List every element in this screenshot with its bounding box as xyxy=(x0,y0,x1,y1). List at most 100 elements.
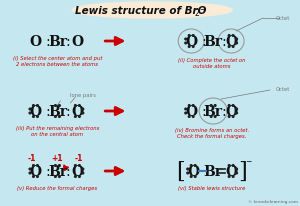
Text: -1: -1 xyxy=(74,154,82,163)
Text: O: O xyxy=(225,164,237,178)
Circle shape xyxy=(188,46,190,48)
Text: O: O xyxy=(71,35,83,49)
Circle shape xyxy=(190,165,192,166)
Circle shape xyxy=(55,116,56,118)
Text: :: : xyxy=(45,104,50,118)
Circle shape xyxy=(187,168,188,170)
Circle shape xyxy=(82,109,84,110)
Circle shape xyxy=(58,176,60,178)
Circle shape xyxy=(194,165,196,166)
Circle shape xyxy=(190,176,192,178)
Circle shape xyxy=(214,105,216,107)
Circle shape xyxy=(187,172,188,174)
Text: −: − xyxy=(199,5,206,14)
Text: O: O xyxy=(29,35,41,49)
Circle shape xyxy=(74,165,76,166)
Text: O: O xyxy=(187,164,199,178)
Text: −: − xyxy=(245,157,251,166)
Circle shape xyxy=(232,165,234,166)
Text: ]: ] xyxy=(238,160,247,182)
Circle shape xyxy=(58,116,60,118)
Circle shape xyxy=(228,165,230,166)
Circle shape xyxy=(82,168,84,170)
Circle shape xyxy=(37,165,38,166)
Text: Br: Br xyxy=(204,35,223,49)
Text: +1: +1 xyxy=(52,154,63,163)
Text: Br: Br xyxy=(48,35,67,49)
Circle shape xyxy=(79,176,80,178)
Circle shape xyxy=(192,46,194,48)
Text: :: : xyxy=(202,35,206,49)
Text: Octet: Octet xyxy=(276,87,290,92)
Circle shape xyxy=(232,105,234,107)
Circle shape xyxy=(192,116,194,118)
Circle shape xyxy=(82,172,84,174)
Circle shape xyxy=(29,109,31,110)
Circle shape xyxy=(29,113,31,114)
Text: :: : xyxy=(45,35,50,49)
Text: Octet: Octet xyxy=(276,15,290,20)
Text: (ii) Complete the octet on
outside atoms: (ii) Complete the octet on outside atoms xyxy=(178,58,246,68)
Circle shape xyxy=(188,116,190,118)
Text: O: O xyxy=(71,164,83,178)
Circle shape xyxy=(55,105,56,107)
Text: Br: Br xyxy=(204,104,223,118)
Circle shape xyxy=(33,165,34,166)
Text: (v) Reduce the formal charges: (v) Reduce the formal charges xyxy=(17,185,98,190)
Circle shape xyxy=(185,43,187,45)
Text: (i) Select the center atom and put
2 electrons between the atoms: (i) Select the center atom and put 2 ele… xyxy=(13,56,102,67)
Text: O: O xyxy=(185,35,197,49)
Text: :: : xyxy=(45,164,50,178)
Text: 2: 2 xyxy=(195,9,200,18)
Text: O: O xyxy=(29,104,41,118)
Text: (iv) Bromine forms an octet.
Check the formal charges.: (iv) Bromine forms an octet. Check the f… xyxy=(175,127,249,138)
Text: :: : xyxy=(222,35,226,49)
Text: :: : xyxy=(202,104,206,118)
Text: [: [ xyxy=(176,160,184,182)
Circle shape xyxy=(228,46,230,48)
Circle shape xyxy=(185,39,187,41)
Text: O: O xyxy=(225,104,237,118)
Circle shape xyxy=(210,116,212,118)
Circle shape xyxy=(37,105,38,107)
Text: O: O xyxy=(29,164,41,178)
Circle shape xyxy=(185,113,187,114)
Text: (vi) Stable lewis structure: (vi) Stable lewis structure xyxy=(178,185,246,190)
Circle shape xyxy=(33,116,34,118)
Circle shape xyxy=(188,105,190,107)
Text: :: : xyxy=(65,35,70,49)
Circle shape xyxy=(236,168,238,170)
Circle shape xyxy=(58,165,60,166)
Circle shape xyxy=(79,105,80,107)
Circle shape xyxy=(74,176,76,178)
Circle shape xyxy=(232,176,234,178)
Circle shape xyxy=(236,43,238,45)
Text: O: O xyxy=(225,35,237,49)
Text: Br: Br xyxy=(204,164,223,178)
Circle shape xyxy=(37,116,38,118)
Text: Lewis structure of BrO: Lewis structure of BrO xyxy=(74,6,206,16)
Circle shape xyxy=(58,105,60,107)
Circle shape xyxy=(82,113,84,114)
Text: :: : xyxy=(65,104,70,118)
Circle shape xyxy=(33,105,34,107)
Text: Br: Br xyxy=(48,164,67,178)
Circle shape xyxy=(79,165,80,166)
Circle shape xyxy=(194,176,196,178)
Text: (iii) Put the remaining electrons
on the central atom: (iii) Put the remaining electrons on the… xyxy=(16,125,99,136)
Circle shape xyxy=(185,109,187,110)
Circle shape xyxy=(214,116,216,118)
Circle shape xyxy=(37,176,38,178)
Circle shape xyxy=(55,176,56,178)
Text: Br: Br xyxy=(48,104,67,118)
Circle shape xyxy=(33,176,34,178)
Circle shape xyxy=(232,116,234,118)
Circle shape xyxy=(79,116,80,118)
Circle shape xyxy=(236,172,238,174)
Circle shape xyxy=(236,39,238,41)
Text: O: O xyxy=(185,104,197,118)
Text: O: O xyxy=(71,104,83,118)
Circle shape xyxy=(74,105,76,107)
Circle shape xyxy=(192,35,194,37)
Circle shape xyxy=(232,35,234,37)
